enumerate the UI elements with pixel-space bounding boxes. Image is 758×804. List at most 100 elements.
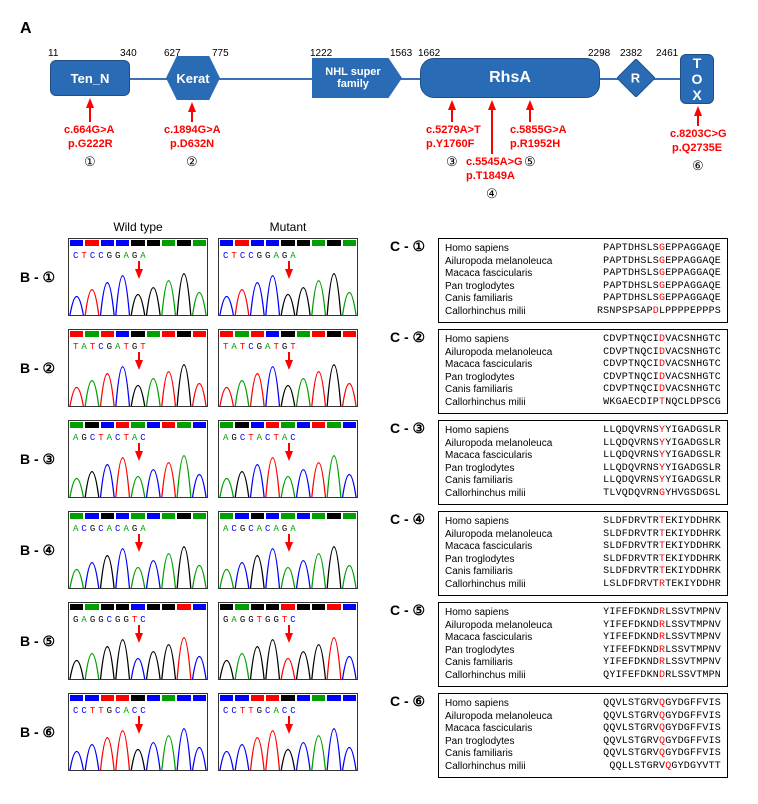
alignment-row: Canis familiarisYIFEFDKNDRLSSVTMPNV — [445, 657, 721, 670]
species-name: Macaca fascicularis — [445, 723, 575, 736]
mut1-prot: p.G222R — [68, 138, 113, 150]
arrow-mut-6 — [694, 106, 702, 116]
panel-b-label-2: B - ② — [20, 360, 68, 377]
chromatogram-mut-1: CTCCGGAGA — [218, 238, 358, 316]
mut1-cdna: c.664G>A — [64, 124, 114, 136]
pos-340: 340 — [120, 48, 137, 59]
mut6-prot: p.Q2735E — [672, 142, 722, 154]
alignment-sequence: RSNPSPSAPDLPPPPEPPPS — [597, 306, 721, 319]
alignment-sequence: PAPTDHSLSGEPPAGGAQE — [603, 256, 721, 269]
species-name: Macaca fascicularis — [445, 541, 575, 554]
alignment-sequence: LLQDQVRNSYYIGADGSLR — [603, 450, 721, 463]
alignment-sequence: YIFEFDKNDRLSSVTMPNV — [603, 645, 721, 658]
alignment-sequence: QQVLSTGRVQGYDGFFVIS — [603, 736, 721, 749]
panel-b-label-6: B - ⑥ — [20, 724, 68, 741]
mut1-num: ① — [84, 154, 96, 170]
chromatogram-wt-5: GAGGCGGTC — [68, 602, 208, 680]
arrow-mut-4 — [488, 100, 496, 110]
row-4: B - ④ACGCACAGAACGCACAGAC - ④Homo sapiens… — [20, 511, 738, 596]
mut3-num: ③ — [446, 154, 458, 170]
pos-1563: 1563 — [390, 48, 412, 59]
arrow-stem-5 — [529, 110, 531, 122]
species-name: Homo sapiens — [445, 425, 575, 438]
alignment-row: Pan troglodytesLLQDQVRNSYYIGADGSLR — [445, 463, 721, 476]
species-name: Canis familiaris — [445, 748, 575, 761]
species-name: Ailuropoda melanoleuca — [445, 256, 575, 269]
mut4-cdna: c.5545A>G — [466, 156, 523, 168]
alignment-sequence: QQVLSTGRVQGYDGFFVIS — [603, 711, 721, 724]
arrow-stem-3 — [451, 110, 453, 122]
row-3: B - ③AGCTACTACAGCTACTACC - ③Homo sapiens… — [20, 420, 738, 505]
panels-b-c-container: B - ①CTCCGGAGACTCCGGAGAC - ①Homo sapiens… — [20, 238, 738, 778]
domain-kerat-label: Kerat — [176, 71, 209, 86]
alignment-row: Homo sapiensPAPTDHSLSGEPPAGGAQE — [445, 243, 721, 256]
alignment-box-5: Homo sapiensYIFEFDKNDRLSSVTMPNVAiluropod… — [438, 602, 728, 687]
arrow-stem-6 — [697, 116, 699, 126]
alignment-row: Pan troglodytesSLDFDRVTRTEKIYDDHRK — [445, 554, 721, 567]
species-name: Homo sapiens — [445, 607, 575, 620]
alignment-row: Homo sapiens QQVLSTGRVQGYDGFFVIS — [445, 698, 721, 711]
alignment-row: Canis familiarisLLQDQVRNSYYIGADGSLR — [445, 475, 721, 488]
alignment-row: Callorhinchus miliiRSNPSPSAPDLPPPPEPPPS — [445, 306, 721, 319]
domain-rhsa-label: RhsA — [489, 69, 531, 87]
species-name: Ailuropoda melanoleuca — [445, 620, 575, 633]
alignment-row: Macaca fascicularis CDVPTNQCIDVACSNHGTC — [445, 359, 721, 372]
species-name: Callorhinchus milii — [445, 670, 575, 683]
chromatogram-wt-1: CTCCGGAGA — [68, 238, 208, 316]
alignment-row: Ailuropoda melanoleuca PAPTDHSLSGEPPAGGAQ… — [445, 256, 721, 269]
species-name: Ailuropoda melanoleuca — [445, 529, 575, 542]
pos-11: 11 — [48, 48, 58, 59]
alignment-sequence: YIFEFDKNDRLSSVTMPNV — [603, 620, 721, 633]
alignment-sequence: PAPTDHSLSGEPPAGGAQE — [603, 243, 721, 256]
alignment-row: Canis familiaris PAPTDHSLSGEPPAGGAQE — [445, 293, 721, 306]
species-name: Macaca fascicularis — [445, 359, 575, 372]
chromatogram-mut-4: ACGCACAGA — [218, 511, 358, 589]
panel-c-label-6: C - ⑥ — [390, 693, 438, 710]
alignment-sequence: SLDFDRVTRTEKIYDDHRK — [603, 566, 721, 579]
chromatogram-wt-6: CCTTGCACC — [68, 693, 208, 771]
species-name: Pan troglodytes — [445, 554, 575, 567]
alignment-row: Pan troglodytesQQVLSTGRVQGYDGFFVIS — [445, 736, 721, 749]
alignment-row: Homo sapiensCDVPTNQCIDVACSNHGTC — [445, 334, 721, 347]
alignment-sequence: TLVQDQVRNGYHVGSDGSL — [603, 488, 721, 501]
species-name: Macaca fascicularis — [445, 632, 575, 645]
alignment-sequence: QQVLSTGRVQGYDGFFVIS — [603, 748, 721, 761]
pos-2298: 2298 — [588, 48, 610, 59]
panel-c-label-1: C - ① — [390, 238, 438, 255]
alignment-sequence: PAPTDHSLSGEPPAGGAQE — [603, 293, 721, 306]
mut5-prot: p.R1952H — [510, 138, 560, 150]
panel-b-label-4: B - ④ — [20, 542, 68, 559]
alignment-sequence: QQLLSTGRVQGYDGYVTT — [609, 761, 721, 774]
alignment-sequence: SLDFDRVTRTEKIYDDHRK — [603, 516, 721, 529]
alignment-sequence: QQVLSTGRVQGYDGFFVIS — [603, 698, 721, 711]
species-name: Homo sapiens — [445, 334, 575, 347]
arrow-stem-4 — [491, 110, 493, 154]
arrow-stem-1 — [89, 108, 91, 122]
row-1: B - ①CTCCGGAGACTCCGGAGAC - ①Homo sapiens… — [20, 238, 738, 323]
species-name: Canis familiaris — [445, 293, 575, 306]
arrow-mut-5 — [526, 100, 534, 110]
species-name: Homo sapiens — [445, 698, 575, 711]
mut6-cdna: c.8203C>G — [670, 128, 727, 140]
species-name: Ailuropoda melanoleuca — [445, 347, 575, 360]
row-5: B - ⑤GAGGCGGTCGAGGTGGTCC - ⑤Homo sapiens… — [20, 602, 738, 687]
mut2-prot: p.D632N — [170, 138, 214, 150]
mut5-num: ⑤ — [524, 154, 536, 170]
alignment-sequence: PAPTDHSLSGEPPAGGAQE — [603, 281, 721, 294]
alignment-sequence: YIFEFDKNDRLSSVTMPNV — [603, 632, 721, 645]
alignment-row: Canis familiaris QQVLSTGRVQGYDGFFVIS — [445, 748, 721, 761]
domain-rhsa: RhsA — [420, 58, 600, 98]
pos-2461: 2461 — [656, 48, 678, 59]
species-name: Canis familiaris — [445, 566, 575, 579]
alignment-row: Ailuropoda melanoleuca YIFEFDKNDRLSSVTMPN… — [445, 620, 721, 633]
alignment-box-4: Homo sapiensSLDFDRVTRTEKIYDDHRKAiluropod… — [438, 511, 728, 596]
species-name: Macaca fascicularis — [445, 268, 575, 281]
species-name: Canis familiaris — [445, 384, 575, 397]
alignment-row: Pan troglodytesYIFEFDKNDRLSSVTMPNV — [445, 645, 721, 658]
alignment-sequence: CDVPTNQCIDVACSNHGTC — [603, 359, 721, 372]
species-name: Ailuropoda melanoleuca — [445, 711, 575, 724]
chromatogram-wt-4: ACGCACAGA — [68, 511, 208, 589]
mut6-num: ⑥ — [692, 158, 704, 174]
mut2-cdna: c.1894G>A — [164, 124, 221, 136]
chromatogram-mut-6: CCTTGCACC — [218, 693, 358, 771]
